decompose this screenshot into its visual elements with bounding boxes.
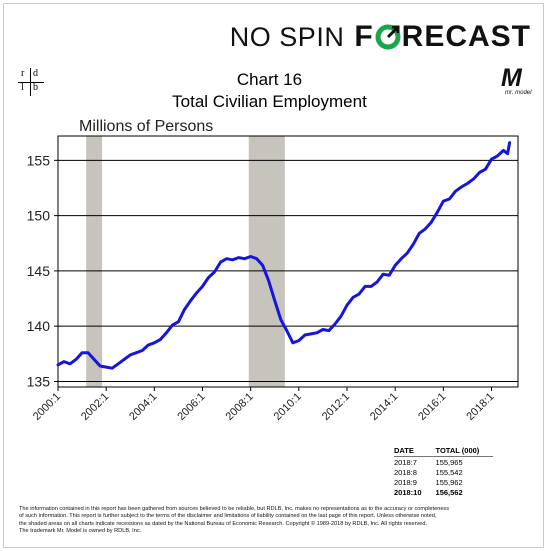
brand-nospin: NO SPIN [229,21,345,52]
table-cell-date: 2018:7 [394,458,417,467]
x-tick-label: 2008:1 [224,391,256,423]
x-tick-label: 2010:1 [272,391,304,423]
disclaimer-line: The trademark Mr. Model is owned by RDLB… [19,528,142,535]
table-cell-value: 156,562 [435,488,463,497]
rdlb-b: b [33,82,38,93]
brand-forecast-rest: RECAST [401,20,531,53]
green-arrow-o-icon [375,24,401,50]
rdlb-logo: r d l b [18,68,44,96]
table-row: 2018:10 156,562 [394,487,493,497]
table-cell-value: 155,965 [435,458,463,467]
chart-frame [3,3,544,548]
x-tick-label: 2006:1 [175,391,207,423]
x-tick-label: 2018:1 [464,391,496,423]
x-tick-label: 2000:1 [31,391,63,423]
disclaimer-line: of such information. This report is furt… [19,513,437,520]
y-tick-label: 145 [27,263,51,279]
x-tick-label: 2014:1 [368,391,400,423]
rdlb-d: d [33,68,38,79]
data-table: DATE TOTAL (000) 2018:7 155,965 2018:8 1… [394,446,494,497]
chart-subtitle: Total Civilian Employment [172,92,367,111]
table-row: 2018:8 155,542 [394,467,493,477]
mr-model-m-icon: M [501,64,523,92]
series-line [56,141,512,370]
brand-forecast-f: F [354,20,374,53]
chart-title: Chart 16 [236,70,303,89]
table-header-total: TOTAL (000) [435,446,494,457]
table-row: 2018:7 155,965 [394,457,493,467]
brand-forecast: F RECAST [354,20,531,54]
table-cell-date: 2018:9 [394,478,417,487]
table-cell-date: 2018:8 [394,468,417,477]
y-tick-label: 135 [27,373,51,389]
x-tick-label: 2016:1 [416,391,448,423]
mr-model-logo: M mr. model [497,64,533,104]
chart-titles: Chart 16 Total Civilian Employment [0,70,547,112]
svg-text:M: M [501,64,523,90]
mr-model-caption: mr. model [505,90,532,96]
y-tick-label: 155 [27,152,51,168]
disclaimer-line: The information contained in this report… [19,506,450,512]
rdlb-l: l [21,82,24,93]
recession-shade [86,136,103,387]
disclaimer-line: the shaded areas on all charts indicate … [19,520,428,527]
y-tick-label: 150 [27,208,51,224]
table-header-date: DATE [394,446,436,457]
x-tick-label: 2012:1 [320,391,352,423]
y-tick-label: 140 [27,318,51,334]
x-tick-label: 2002:1 [79,391,111,423]
x-tick-label: 2004:1 [127,391,159,423]
table-row: 2018:9 155,962 [394,477,493,487]
recession-shade [248,136,285,387]
disclaimer-text: The information contained in this report… [19,506,533,536]
table-cell-value: 155,962 [435,478,463,487]
rdlb-r: r [21,68,25,79]
table-cell-value: 155,542 [435,468,463,477]
no-spin-forecast-logo: NO SPIN F RECAST [230,20,531,54]
plot-border [57,135,519,388]
y-axis-unit-label: Millions of Persons [79,118,214,135]
table-cell-date: 2018:10 [394,488,422,497]
